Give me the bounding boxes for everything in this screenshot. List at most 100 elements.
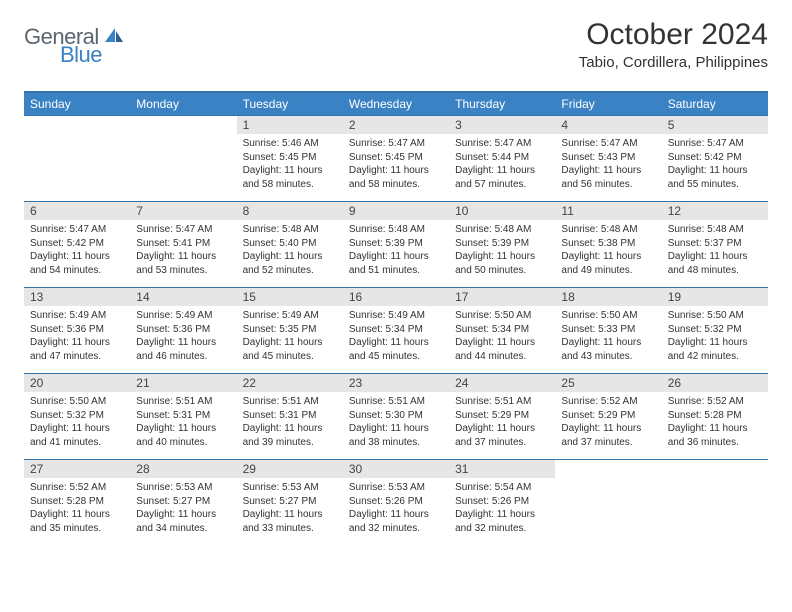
logo-text-blue: Blue: [60, 42, 102, 67]
day-number: 2: [343, 116, 449, 134]
calendar-cell: 6Sunrise: 5:47 AMSunset: 5:42 PMDaylight…: [24, 202, 130, 288]
day-number: 13: [24, 288, 130, 306]
calendar-cell: 17Sunrise: 5:50 AMSunset: 5:34 PMDayligh…: [449, 288, 555, 374]
calendar-row: 13Sunrise: 5:49 AMSunset: 5:36 PMDayligh…: [24, 288, 768, 374]
calendar-cell: 18Sunrise: 5:50 AMSunset: 5:33 PMDayligh…: [555, 288, 661, 374]
calendar-body: ....1Sunrise: 5:46 AMSunset: 5:45 PMDayl…: [24, 116, 768, 546]
calendar-cell: 11Sunrise: 5:48 AMSunset: 5:38 PMDayligh…: [555, 202, 661, 288]
day-data: Sunrise: 5:53 AMSunset: 5:27 PMDaylight:…: [237, 478, 343, 539]
day-data: Sunrise: 5:48 AMSunset: 5:37 PMDaylight:…: [662, 220, 768, 281]
day-data: Sunrise: 5:52 AMSunset: 5:29 PMDaylight:…: [555, 392, 661, 453]
weekday-header: Wednesday: [343, 92, 449, 116]
day-data: Sunrise: 5:53 AMSunset: 5:27 PMDaylight:…: [130, 478, 236, 539]
logo-blue-wrap: Blue: [60, 42, 102, 68]
calendar-cell: 20Sunrise: 5:50 AMSunset: 5:32 PMDayligh…: [24, 374, 130, 460]
calendar-cell: 7Sunrise: 5:47 AMSunset: 5:41 PMDaylight…: [130, 202, 236, 288]
calendar-cell: 29Sunrise: 5:53 AMSunset: 5:27 PMDayligh…: [237, 460, 343, 546]
day-data: Sunrise: 5:47 AMSunset: 5:44 PMDaylight:…: [449, 134, 555, 195]
day-number: 6: [24, 202, 130, 220]
day-data: Sunrise: 5:46 AMSunset: 5:45 PMDaylight:…: [237, 134, 343, 195]
day-data: Sunrise: 5:52 AMSunset: 5:28 PMDaylight:…: [662, 392, 768, 453]
calendar-cell: 24Sunrise: 5:51 AMSunset: 5:29 PMDayligh…: [449, 374, 555, 460]
day-data: Sunrise: 5:51 AMSunset: 5:31 PMDaylight:…: [237, 392, 343, 453]
calendar-cell: 5Sunrise: 5:47 AMSunset: 5:42 PMDaylight…: [662, 116, 768, 202]
calendar-row: 27Sunrise: 5:52 AMSunset: 5:28 PMDayligh…: [24, 460, 768, 546]
weekday-header: Saturday: [662, 92, 768, 116]
weekday-header: Sunday: [24, 92, 130, 116]
calendar-table: SundayMondayTuesdayWednesdayThursdayFrid…: [24, 91, 768, 546]
day-number: 18: [555, 288, 661, 306]
day-number: 10: [449, 202, 555, 220]
calendar-cell: 2Sunrise: 5:47 AMSunset: 5:45 PMDaylight…: [343, 116, 449, 202]
calendar-cell: ..: [662, 460, 768, 546]
day-data: Sunrise: 5:49 AMSunset: 5:35 PMDaylight:…: [237, 306, 343, 367]
weekday-header: Monday: [130, 92, 236, 116]
calendar-cell: 19Sunrise: 5:50 AMSunset: 5:32 PMDayligh…: [662, 288, 768, 374]
day-data: Sunrise: 5:52 AMSunset: 5:28 PMDaylight:…: [24, 478, 130, 539]
calendar-cell: 16Sunrise: 5:49 AMSunset: 5:34 PMDayligh…: [343, 288, 449, 374]
day-number: 29: [237, 460, 343, 478]
calendar-cell: ..: [130, 116, 236, 202]
day-number: 16: [343, 288, 449, 306]
day-data: Sunrise: 5:48 AMSunset: 5:40 PMDaylight:…: [237, 220, 343, 281]
day-data: Sunrise: 5:47 AMSunset: 5:45 PMDaylight:…: [343, 134, 449, 195]
day-data: Sunrise: 5:47 AMSunset: 5:42 PMDaylight:…: [662, 134, 768, 195]
title-block: October 2024 Tabio, Cordillera, Philippi…: [579, 18, 768, 71]
weekday-row: SundayMondayTuesdayWednesdayThursdayFrid…: [24, 92, 768, 116]
day-number: 5: [662, 116, 768, 134]
location-text: Tabio, Cordillera, Philippines: [579, 54, 768, 71]
day-data: Sunrise: 5:51 AMSunset: 5:29 PMDaylight:…: [449, 392, 555, 453]
day-number: 22: [237, 374, 343, 392]
day-number: 31: [449, 460, 555, 478]
day-data: Sunrise: 5:51 AMSunset: 5:31 PMDaylight:…: [130, 392, 236, 453]
day-number: 27: [24, 460, 130, 478]
day-number: 1: [237, 116, 343, 134]
calendar-cell: 26Sunrise: 5:52 AMSunset: 5:28 PMDayligh…: [662, 374, 768, 460]
calendar-cell: 4Sunrise: 5:47 AMSunset: 5:43 PMDaylight…: [555, 116, 661, 202]
calendar-cell: 8Sunrise: 5:48 AMSunset: 5:40 PMDaylight…: [237, 202, 343, 288]
calendar-row: 20Sunrise: 5:50 AMSunset: 5:32 PMDayligh…: [24, 374, 768, 460]
calendar-cell: 14Sunrise: 5:49 AMSunset: 5:36 PMDayligh…: [130, 288, 236, 374]
calendar-cell: 28Sunrise: 5:53 AMSunset: 5:27 PMDayligh…: [130, 460, 236, 546]
day-number: 20: [24, 374, 130, 392]
calendar-cell: 23Sunrise: 5:51 AMSunset: 5:30 PMDayligh…: [343, 374, 449, 460]
weekday-header: Tuesday: [237, 92, 343, 116]
calendar-cell: 30Sunrise: 5:53 AMSunset: 5:26 PMDayligh…: [343, 460, 449, 546]
day-data: Sunrise: 5:49 AMSunset: 5:36 PMDaylight:…: [24, 306, 130, 367]
calendar-cell: ..: [24, 116, 130, 202]
day-number: 8: [237, 202, 343, 220]
calendar-cell: 15Sunrise: 5:49 AMSunset: 5:35 PMDayligh…: [237, 288, 343, 374]
calendar-cell: 13Sunrise: 5:49 AMSunset: 5:36 PMDayligh…: [24, 288, 130, 374]
day-data: Sunrise: 5:54 AMSunset: 5:26 PMDaylight:…: [449, 478, 555, 539]
day-data: Sunrise: 5:50 AMSunset: 5:32 PMDaylight:…: [662, 306, 768, 367]
calendar-cell: 27Sunrise: 5:52 AMSunset: 5:28 PMDayligh…: [24, 460, 130, 546]
day-data: Sunrise: 5:50 AMSunset: 5:33 PMDaylight:…: [555, 306, 661, 367]
day-data: Sunrise: 5:51 AMSunset: 5:30 PMDaylight:…: [343, 392, 449, 453]
calendar-cell: ..: [555, 460, 661, 546]
day-number: 3: [449, 116, 555, 134]
day-data: Sunrise: 5:49 AMSunset: 5:36 PMDaylight:…: [130, 306, 236, 367]
day-data: Sunrise: 5:49 AMSunset: 5:34 PMDaylight:…: [343, 306, 449, 367]
calendar-cell: 21Sunrise: 5:51 AMSunset: 5:31 PMDayligh…: [130, 374, 236, 460]
day-number: 7: [130, 202, 236, 220]
logo-sail-icon: [103, 26, 125, 49]
calendar-cell: 9Sunrise: 5:48 AMSunset: 5:39 PMDaylight…: [343, 202, 449, 288]
day-data: Sunrise: 5:50 AMSunset: 5:32 PMDaylight:…: [24, 392, 130, 453]
calendar-cell: 22Sunrise: 5:51 AMSunset: 5:31 PMDayligh…: [237, 374, 343, 460]
day-number: 17: [449, 288, 555, 306]
day-data: Sunrise: 5:50 AMSunset: 5:34 PMDaylight:…: [449, 306, 555, 367]
day-data: Sunrise: 5:48 AMSunset: 5:39 PMDaylight:…: [343, 220, 449, 281]
weekday-header: Thursday: [449, 92, 555, 116]
day-data: Sunrise: 5:53 AMSunset: 5:26 PMDaylight:…: [343, 478, 449, 539]
calendar-cell: 1Sunrise: 5:46 AMSunset: 5:45 PMDaylight…: [237, 116, 343, 202]
day-number: 26: [662, 374, 768, 392]
day-number: 25: [555, 374, 661, 392]
day-number: 23: [343, 374, 449, 392]
day-data: Sunrise: 5:47 AMSunset: 5:42 PMDaylight:…: [24, 220, 130, 281]
calendar-row: ....1Sunrise: 5:46 AMSunset: 5:45 PMDayl…: [24, 116, 768, 202]
weekday-header: Friday: [555, 92, 661, 116]
page-title: October 2024: [579, 18, 768, 52]
calendar-cell: 25Sunrise: 5:52 AMSunset: 5:29 PMDayligh…: [555, 374, 661, 460]
calendar-row: 6Sunrise: 5:47 AMSunset: 5:42 PMDaylight…: [24, 202, 768, 288]
day-number: 4: [555, 116, 661, 134]
